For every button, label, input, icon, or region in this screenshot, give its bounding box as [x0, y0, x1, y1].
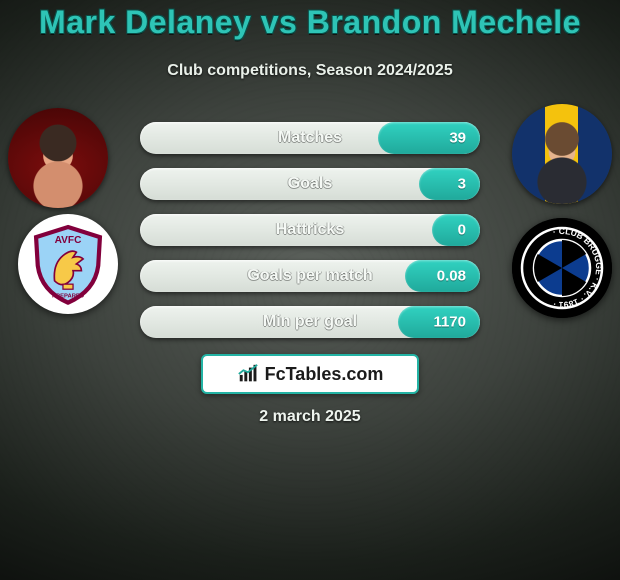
bar-chart-icon	[237, 363, 259, 385]
brand-text: FcTables.com	[265, 364, 384, 385]
stat-row: Matches 39	[140, 122, 480, 154]
comparison-title: Mark Delaney vs Brandon Mechele	[0, 4, 620, 41]
player-left-avatar-image	[8, 108, 108, 208]
stat-row: Hattricks 0	[140, 214, 480, 246]
svg-text:PREPARED: PREPARED	[52, 294, 84, 300]
club-brugge-icon: · CLUB BRUGGE · K.V. · 1891 ·	[512, 218, 612, 318]
stat-fill-right	[432, 214, 480, 246]
brand-badge: FcTables.com	[201, 354, 419, 394]
comparison-date: 2 march 2025	[0, 408, 620, 426]
player-left-avatar	[8, 108, 108, 208]
stat-row: Goals per match 0.08	[140, 260, 480, 292]
stat-row: Goals 3	[140, 168, 480, 200]
player-right-avatar	[512, 104, 612, 204]
stat-fill-right	[378, 122, 480, 154]
player-right-avatar-image	[512, 104, 612, 204]
stat-fill-right	[398, 306, 480, 338]
stat-fill-right	[405, 260, 480, 292]
club-left-crest: AVFC PREPARED	[18, 214, 118, 314]
stat-label: Hattricks	[140, 221, 480, 239]
club-right-crest: · CLUB BRUGGE · K.V. · 1891 ·	[512, 218, 612, 318]
comparison-subtitle: Club competitions, Season 2024/2025	[0, 62, 620, 80]
aston-villa-icon: AVFC PREPARED	[26, 222, 110, 306]
stat-fill-right	[419, 168, 480, 200]
stat-bars: Matches 39 Goals 3 Hattricks 0 Goals per…	[140, 122, 480, 338]
stat-row: Min per goal 1170	[140, 306, 480, 338]
svg-text:AVFC: AVFC	[55, 235, 82, 246]
